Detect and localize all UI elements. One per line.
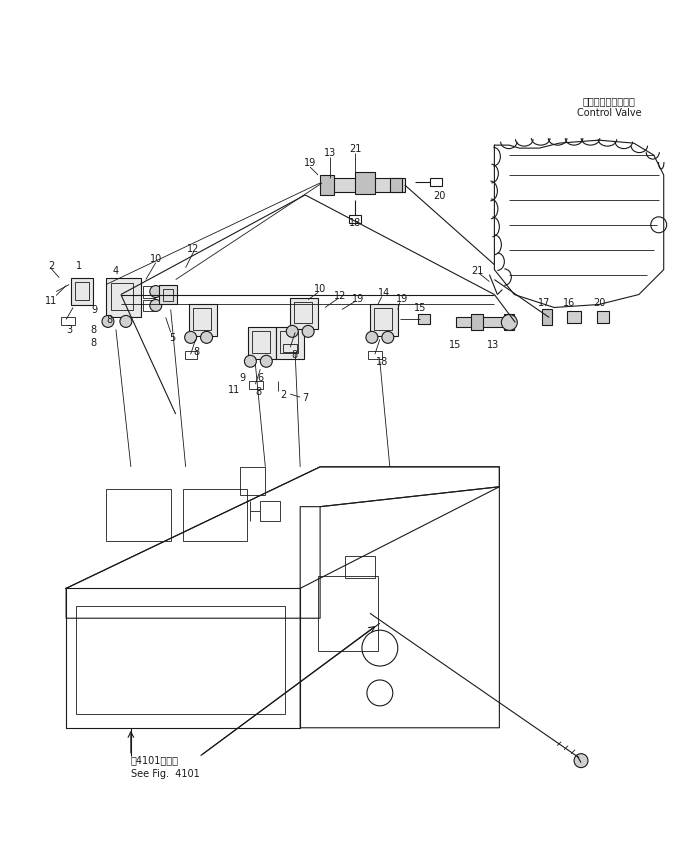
Text: 2: 2 <box>48 261 55 270</box>
Text: 2: 2 <box>280 389 286 400</box>
Text: 4: 4 <box>113 265 119 275</box>
Bar <box>185 352 197 360</box>
Bar <box>61 318 75 326</box>
Bar <box>111 283 133 311</box>
Bar <box>290 298 318 330</box>
Text: 12: 12 <box>188 244 200 253</box>
Text: 14: 14 <box>377 287 390 297</box>
Text: 8: 8 <box>255 387 262 397</box>
Circle shape <box>185 332 197 344</box>
Circle shape <box>574 754 588 768</box>
Text: 19: 19 <box>395 293 408 303</box>
Text: 9: 9 <box>239 373 246 383</box>
Bar <box>284 345 297 353</box>
Text: 20: 20 <box>433 191 446 201</box>
Circle shape <box>286 326 298 338</box>
Text: コントロールバルブ: コントロールバルブ <box>582 96 635 106</box>
Bar <box>318 577 378 651</box>
Bar <box>163 289 172 301</box>
Text: 8: 8 <box>90 338 96 348</box>
Bar <box>390 179 402 193</box>
Bar <box>368 352 382 360</box>
Bar <box>349 216 361 223</box>
Bar <box>455 318 511 328</box>
Circle shape <box>150 286 161 298</box>
Bar <box>253 332 270 354</box>
Bar <box>294 302 312 324</box>
Text: 10: 10 <box>150 253 162 263</box>
Bar <box>567 312 581 324</box>
Bar <box>76 607 285 714</box>
Bar <box>183 489 248 541</box>
Bar <box>280 332 298 354</box>
Text: 10: 10 <box>314 283 326 293</box>
Bar <box>106 489 170 541</box>
Text: 11: 11 <box>45 295 57 305</box>
Text: 21: 21 <box>348 144 361 154</box>
Circle shape <box>302 326 314 338</box>
Text: See Fig.  4101: See Fig. 4101 <box>131 768 199 778</box>
Circle shape <box>502 315 518 331</box>
Bar <box>597 312 609 324</box>
Circle shape <box>244 356 257 368</box>
Bar <box>71 279 93 306</box>
Bar <box>75 282 89 300</box>
Text: 6: 6 <box>257 373 264 383</box>
Text: 19: 19 <box>352 293 364 303</box>
Bar <box>542 310 552 326</box>
Bar <box>106 279 141 318</box>
Bar <box>276 328 304 360</box>
Text: 9: 9 <box>91 305 97 315</box>
Text: 5: 5 <box>170 333 176 343</box>
Bar <box>504 315 514 331</box>
Circle shape <box>102 316 114 328</box>
Bar <box>249 382 264 389</box>
Circle shape <box>366 332 378 344</box>
Text: 11: 11 <box>228 385 241 394</box>
Text: 8: 8 <box>106 315 112 325</box>
Text: 15: 15 <box>413 303 426 313</box>
Bar <box>374 309 392 331</box>
Text: 8: 8 <box>291 350 297 360</box>
Circle shape <box>260 356 273 368</box>
Bar <box>355 173 375 195</box>
Bar <box>370 305 398 337</box>
Circle shape <box>382 332 394 344</box>
Bar <box>325 179 405 193</box>
Bar <box>345 557 375 579</box>
Text: 17: 17 <box>538 297 551 307</box>
Text: 8: 8 <box>193 347 199 357</box>
Text: 18: 18 <box>376 357 388 367</box>
Text: Control Valve: Control Valve <box>577 108 641 118</box>
Text: 18: 18 <box>349 217 361 227</box>
Circle shape <box>201 332 213 344</box>
Text: 15: 15 <box>449 340 462 350</box>
Text: 16: 16 <box>563 297 575 307</box>
Bar <box>143 300 155 312</box>
Bar <box>159 285 177 305</box>
Bar <box>193 309 210 331</box>
Bar <box>417 315 430 325</box>
Text: 1: 1 <box>76 261 82 270</box>
Text: 7: 7 <box>302 393 308 403</box>
Text: 12: 12 <box>334 291 346 300</box>
Text: 20: 20 <box>593 297 605 307</box>
Text: 3: 3 <box>66 325 72 335</box>
Text: 8: 8 <box>90 325 96 335</box>
Text: 19: 19 <box>304 158 316 168</box>
Bar <box>248 328 276 360</box>
Bar <box>320 176 334 196</box>
Bar <box>430 179 442 187</box>
Text: 第4101図参照: 第4101図参照 <box>131 755 179 765</box>
Text: 13: 13 <box>487 340 500 350</box>
Bar <box>240 467 266 495</box>
Bar <box>471 315 484 331</box>
Bar <box>260 501 280 521</box>
Circle shape <box>150 300 161 312</box>
Circle shape <box>120 316 132 328</box>
Bar <box>143 286 155 298</box>
Bar <box>188 305 217 337</box>
Text: 13: 13 <box>324 148 336 158</box>
Text: 21: 21 <box>471 265 484 275</box>
